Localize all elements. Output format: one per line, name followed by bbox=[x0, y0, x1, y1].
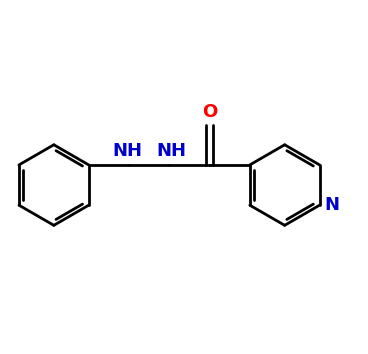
Text: NH: NH bbox=[112, 142, 142, 160]
Text: O: O bbox=[202, 103, 217, 121]
Text: NH: NH bbox=[156, 142, 186, 160]
Text: N: N bbox=[324, 196, 339, 214]
